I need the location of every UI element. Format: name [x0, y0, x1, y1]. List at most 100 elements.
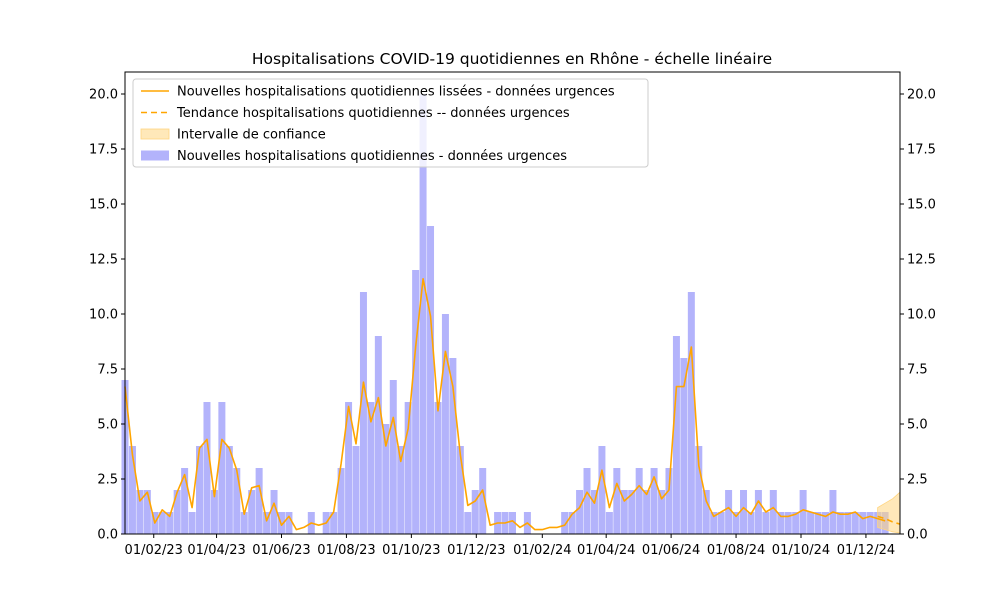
- bar: [270, 490, 278, 534]
- bar: [628, 490, 636, 534]
- bar: [620, 490, 628, 534]
- x-tick-label: 01/02/24: [513, 543, 571, 558]
- bar: [412, 270, 420, 534]
- bar: [509, 512, 516, 534]
- bar: [352, 446, 360, 534]
- bar: [479, 468, 487, 534]
- y-tick-label-right: 15.0: [907, 198, 936, 213]
- y-tick-label-left: 20.0: [89, 88, 118, 103]
- x-tick-label: 01/04/23: [187, 543, 245, 558]
- y-tick-label-right: 5.0: [907, 418, 928, 433]
- bar: [851, 512, 859, 534]
- y-tick-label-right: 10.0: [907, 308, 936, 323]
- bar: [218, 402, 226, 534]
- bar: [404, 402, 412, 534]
- bar: [762, 512, 770, 534]
- bar: [754, 490, 762, 534]
- bar: [389, 380, 397, 534]
- confidence-band: [877, 491, 901, 534]
- smoothed-line: [124, 277, 886, 531]
- bar: [471, 490, 479, 534]
- bar: [680, 358, 688, 534]
- y-tick-label-left: 2.5: [97, 473, 118, 488]
- legend: Nouvelles hospitalisations quotidiennes …: [132, 78, 649, 168]
- y-tick-label-left: 12.5: [89, 253, 118, 268]
- bar: [173, 490, 181, 534]
- bar: [836, 512, 844, 534]
- bar: [441, 314, 449, 534]
- plot-area: [121, 94, 901, 534]
- bar: [225, 446, 233, 534]
- bar: [725, 490, 733, 534]
- legend-label: Intervalle de confiance: [177, 128, 326, 143]
- bar: [814, 512, 822, 534]
- x-tick-label: 01/08/24: [707, 543, 765, 558]
- bar: [799, 490, 807, 534]
- plot-frame: [124, 71, 901, 535]
- bar: [263, 512, 271, 534]
- x-tick-label: 01/08/23: [317, 543, 375, 558]
- x-tick-label: 01/10/23: [382, 543, 440, 558]
- bar: [248, 490, 256, 534]
- x-tick-label: 01/06/24: [642, 543, 700, 558]
- y-tick-label-right: 17.5: [907, 143, 936, 158]
- bar: [702, 490, 710, 534]
- bar: [807, 512, 815, 534]
- bar: [374, 336, 382, 534]
- bar: [650, 468, 658, 534]
- y-tick-label-left: 15.0: [89, 198, 118, 213]
- y-tick-label-right: 20.0: [907, 88, 936, 103]
- bar: [576, 490, 584, 534]
- bar: [464, 512, 472, 534]
- bar: [181, 468, 189, 534]
- bar: [866, 512, 874, 534]
- bar: [419, 94, 427, 534]
- chart-title: Hospitalisations COVID-19 quotidiennes e…: [252, 50, 772, 68]
- y-tick-label-left: 17.5: [89, 143, 118, 158]
- x-tick-label: 01/06/23: [252, 543, 310, 558]
- y-tick-label-left: 7.5: [97, 363, 118, 378]
- bar: [792, 512, 800, 534]
- bar: [665, 468, 673, 534]
- bar: [695, 446, 703, 534]
- bar: [434, 402, 442, 534]
- bar: [583, 468, 591, 534]
- y-tick-label-left: 10.0: [89, 308, 118, 323]
- bar: [367, 402, 375, 534]
- trend-line: [877, 515, 901, 525]
- bar: [590, 490, 598, 534]
- bar: [568, 512, 576, 534]
- bar: [672, 336, 680, 534]
- bar: [605, 512, 613, 534]
- x-tick-label: 01/12/24: [837, 543, 895, 558]
- bar: [859, 512, 867, 534]
- bar: [821, 512, 829, 534]
- x-tick-label: 01/12/23: [447, 543, 505, 558]
- bar: [561, 512, 569, 534]
- x-tick-label: 01/02/23: [125, 543, 183, 558]
- legend-label: Nouvelles hospitalisations quotidiennes …: [177, 85, 615, 100]
- bar: [166, 512, 174, 534]
- bar: [456, 446, 464, 534]
- legend-swatch-band: [140, 128, 170, 140]
- bar: [359, 292, 367, 534]
- y-tick-label-right: 2.5: [907, 473, 928, 488]
- bar: [613, 468, 621, 534]
- bar: [158, 512, 166, 534]
- bar: [203, 402, 211, 534]
- bar: [233, 468, 241, 534]
- bar: [255, 468, 263, 534]
- bar: [210, 490, 218, 534]
- bar: [740, 490, 748, 534]
- bar: [598, 446, 606, 534]
- legend-swatch-bar: [141, 150, 169, 161]
- bar: [769, 490, 777, 534]
- bar: [710, 512, 718, 534]
- x-tick-label: 01/04/24: [577, 543, 635, 558]
- bar: [687, 292, 695, 534]
- bar: [747, 512, 755, 534]
- y-tick-label-right: 7.5: [907, 363, 928, 378]
- legend-label: Nouvelles hospitalisations quotidiennes …: [177, 149, 567, 164]
